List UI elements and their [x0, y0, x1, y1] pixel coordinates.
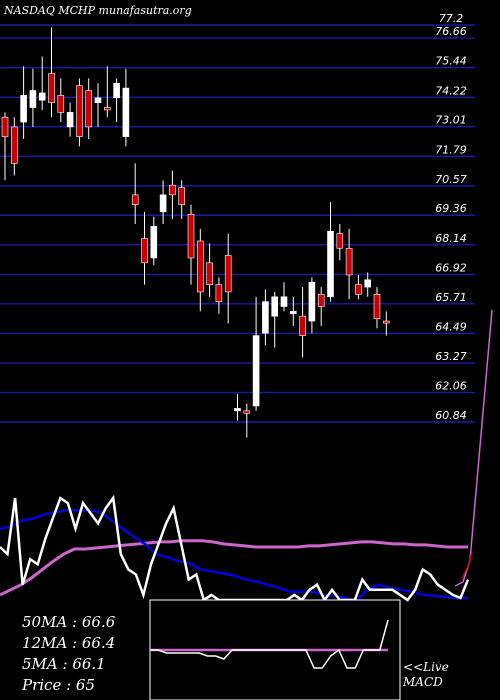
candlesticks — [1, 27, 390, 438]
candle-body — [38, 92, 46, 101]
y-tick-label: 77.2 — [439, 12, 464, 25]
y-tick-label: 71.79 — [435, 143, 467, 156]
candle-body — [85, 90, 92, 128]
candle-body — [29, 90, 37, 108]
candle-body — [131, 194, 139, 205]
macd-panel — [149, 599, 401, 700]
candle-body — [336, 233, 344, 249]
legend-price: Price : 65 — [21, 676, 95, 694]
candle-body — [308, 281, 316, 322]
candle-body — [122, 87, 130, 137]
chart-title: NASDAQ MCHP munafasutra.org — [3, 4, 192, 17]
candle-body — [224, 255, 232, 293]
candle-body — [76, 85, 83, 137]
candle-body — [206, 262, 213, 285]
y-tick-label: 70.57 — [435, 173, 467, 186]
y-tick-label: 76.66 — [435, 25, 467, 38]
y-tick-label: 66.92 — [435, 261, 467, 274]
ma-blue-line — [0, 508, 468, 602]
trend-hook-red — [461, 551, 473, 579]
y-tick-label: 73.01 — [435, 114, 467, 127]
legend-ma12: 12MA : 66.4 — [22, 634, 115, 652]
candle-body — [299, 315, 306, 336]
candle-body — [178, 187, 185, 205]
candle-body — [150, 226, 158, 259]
y-axis-ticks: 77.276.66 75.44 74.22 73.01 71.79 70.57 69.36 6… — [435, 12, 467, 422]
y-tick-label: 75.44 — [435, 55, 467, 68]
candle-body — [327, 230, 334, 298]
candle-body — [317, 294, 325, 307]
candle-body — [11, 126, 18, 164]
y-tick-label: 63.27 — [435, 350, 467, 363]
candle-body — [113, 82, 120, 99]
candle-body — [20, 95, 27, 123]
candle-body — [187, 213, 195, 259]
candle-body — [66, 112, 74, 128]
candle-body — [215, 284, 223, 302]
candle-body — [364, 279, 372, 288]
legend-ma50: 50MA : 66.6 — [22, 613, 116, 631]
macd-line — [150, 619, 389, 669]
grid-lines — [0, 24, 475, 423]
candle-body — [243, 410, 251, 414]
candle-body — [252, 335, 260, 407]
candle-body — [1, 116, 9, 137]
candle-body — [141, 238, 148, 264]
candle-body — [94, 97, 102, 103]
y-tick-label: 64.49 — [435, 320, 467, 333]
candle-body — [382, 320, 390, 324]
candle-body — [289, 311, 297, 315]
candle-body — [57, 95, 65, 113]
candle-body — [159, 194, 167, 213]
y-tick-label: 60.84 — [435, 409, 467, 422]
candle-body — [373, 294, 381, 319]
macd-live-label: <<Live — [403, 660, 449, 674]
legend-ma5: 5MA : 66.1 — [22, 655, 106, 673]
trend-hooks — [454, 309, 493, 587]
y-tick-label: 62.06 — [435, 379, 467, 392]
candle-body — [234, 408, 241, 412]
candle-body — [104, 107, 111, 111]
candle-body — [280, 296, 288, 307]
candle-body — [355, 284, 362, 295]
y-tick-label: 74.22 — [435, 84, 467, 97]
macd-label: MACD — [402, 675, 443, 689]
candle-body — [48, 73, 55, 103]
candle-body — [271, 296, 279, 317]
ma-pink-line — [0, 539, 468, 597]
y-tick-label: 69.36 — [435, 202, 467, 215]
candle-body — [345, 247, 353, 276]
candle-body — [262, 301, 269, 334]
candle-body — [197, 240, 204, 293]
trend-hook-pink — [454, 309, 493, 587]
candle-body — [169, 184, 176, 196]
y-tick-label: 65.71 — [435, 291, 467, 304]
y-tick-label: 68.14 — [435, 232, 467, 245]
